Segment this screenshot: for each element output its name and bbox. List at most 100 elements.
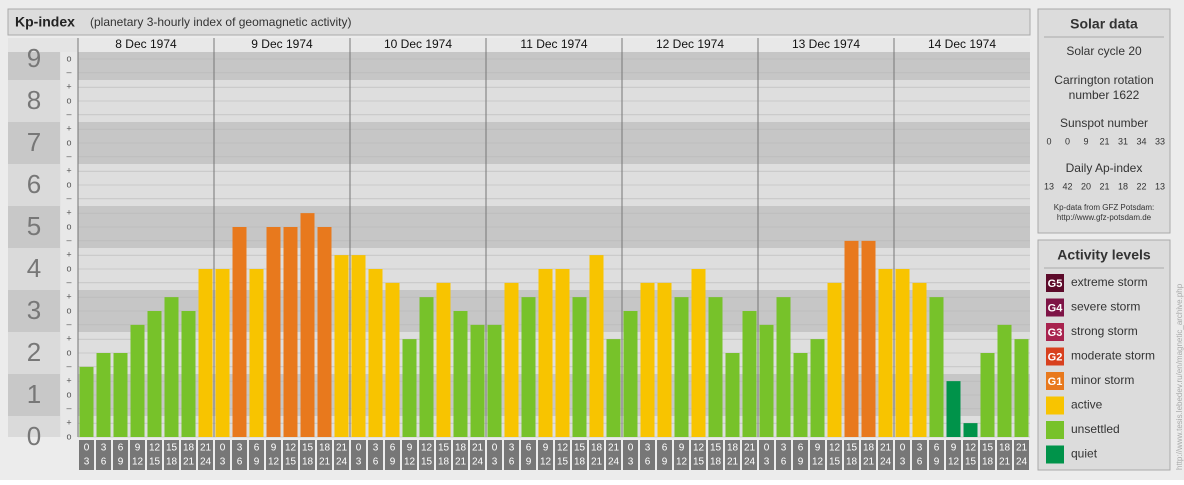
day-label: 14 Dec 1974 [928, 37, 996, 51]
bar [283, 227, 298, 437]
hour-box [657, 440, 672, 470]
bar [691, 269, 706, 437]
hour-to: 3 [356, 457, 362, 468]
hour-to: 3 [900, 457, 906, 468]
bar [453, 311, 468, 437]
bar [980, 353, 995, 437]
bar [198, 269, 213, 437]
band [8, 290, 60, 332]
minor-tick-label: o [66, 137, 71, 147]
level-label: minor storm [1071, 373, 1134, 387]
hour-to: 18 [438, 457, 450, 468]
y-tick-label: 6 [27, 169, 41, 199]
sunspot-value: 33 [1155, 136, 1165, 146]
bar [317, 227, 332, 437]
minor-tick-label: + [66, 82, 71, 92]
hour-box [555, 440, 570, 470]
band [78, 416, 1030, 437]
hour-to: 12 [132, 457, 144, 468]
hour-to: 18 [982, 457, 994, 468]
hour-to: 24 [608, 457, 620, 468]
hour-box [283, 440, 298, 470]
hour-from: 6 [254, 443, 260, 454]
band [8, 206, 60, 248]
hour-box [674, 440, 689, 470]
hour-box [538, 440, 553, 470]
hour-box [453, 440, 468, 470]
hour-to: 6 [237, 457, 243, 468]
bar [895, 269, 910, 437]
bar [113, 353, 128, 437]
hour-to: 12 [676, 457, 688, 468]
minor-tick-label: – [66, 277, 71, 287]
hour-from: 18 [999, 443, 1011, 454]
level-swatch [1046, 396, 1064, 415]
hour-from: 0 [220, 443, 226, 454]
hour-to: 9 [254, 457, 260, 468]
band [8, 52, 60, 80]
hour-to: 3 [492, 457, 498, 468]
hour-from: 21 [880, 443, 892, 454]
minor-column [61, 52, 77, 437]
level-code: G1 [1048, 376, 1063, 388]
hour-to: 15 [829, 457, 841, 468]
hour-to: 18 [302, 457, 314, 468]
day-label: 13 Dec 1974 [792, 37, 860, 51]
bar [912, 282, 927, 437]
hour-box [79, 440, 94, 470]
hour-to: 9 [662, 457, 668, 468]
y-tick-label: 7 [27, 127, 41, 157]
ap-title: Daily Ap-index [1066, 161, 1143, 175]
hour-from: 12 [693, 443, 705, 454]
hour-box [232, 440, 247, 470]
rotation: number 1622 [1069, 88, 1140, 102]
hour-from: 21 [200, 443, 212, 454]
minor-tick-label: o [66, 53, 71, 63]
hour-box [1014, 440, 1029, 470]
hour-to: 3 [84, 457, 90, 468]
hour-from: 21 [336, 443, 348, 454]
hour-from: 15 [166, 443, 178, 454]
hour-from: 15 [982, 443, 994, 454]
bar [470, 324, 485, 437]
bar [810, 339, 825, 437]
hour-from: 12 [557, 443, 569, 454]
hour-from: 18 [727, 443, 739, 454]
hour-from: 12 [285, 443, 297, 454]
level-swatch [1046, 372, 1064, 390]
hour-to: 12 [948, 457, 960, 468]
hour-box [691, 440, 706, 470]
bar [759, 324, 774, 437]
rotation: Carrington rotation [1054, 73, 1153, 87]
bar [385, 282, 400, 437]
hour-from: 12 [965, 443, 977, 454]
source: Kp-data from GFZ Potsdam: [1054, 203, 1154, 212]
band [8, 374, 60, 416]
hour-box [929, 440, 944, 470]
hour-box [181, 440, 196, 470]
sunspot-value: 0 [1065, 136, 1070, 146]
hour-box [215, 440, 230, 470]
sunspot-value: 9 [1083, 136, 1088, 146]
solar-title: Solar data [1070, 16, 1138, 32]
hour-from: 15 [846, 443, 858, 454]
bar [1014, 339, 1029, 437]
bar [249, 269, 264, 437]
hour-box [198, 440, 213, 470]
level-label: active [1071, 398, 1103, 412]
hour-box [164, 440, 179, 470]
minor-tick-label: o [66, 263, 71, 273]
minor-tick-label: + [66, 208, 71, 218]
hour-to: 6 [101, 457, 107, 468]
hour-box [504, 440, 519, 470]
hour-box [589, 440, 604, 470]
hour-box [640, 440, 655, 470]
bar [130, 324, 145, 437]
band [8, 122, 60, 164]
hour-to: 21 [863, 457, 875, 468]
hour-from: 6 [526, 443, 532, 454]
solar-cycle: Solar cycle 20 [1066, 44, 1142, 58]
sunspot-value: 21 [1099, 136, 1109, 146]
hour-to: 15 [693, 457, 705, 468]
